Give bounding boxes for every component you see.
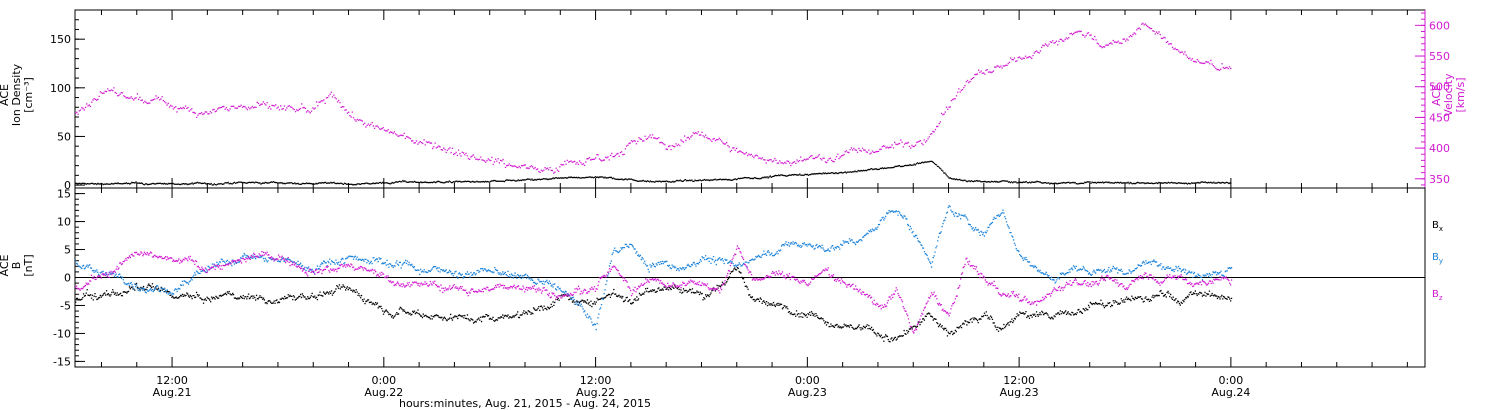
axis-label-line: ACE (1430, 84, 1443, 106)
axis-label-line: [nT] (22, 254, 35, 276)
date-tick-label: Aug.24 (1211, 386, 1250, 399)
b-field-tick-label: 0 (64, 272, 71, 285)
velocity-axis: 350 400 450 500 550 600 (1415, 10, 1450, 188)
legend-subscript: z (1439, 294, 1443, 302)
density-velocity-data (75, 22, 1232, 186)
time-tick-label: 0:00 (1219, 374, 1244, 387)
axis-label-line: B (10, 262, 23, 270)
b-field-tick-label: -10 (53, 327, 71, 340)
b-field-tick-label: -15 (53, 355, 71, 368)
axis-label-line: [cm⁻³] (22, 77, 35, 113)
density-series (75, 160, 1232, 186)
date-tick-label: Aug.22 (364, 386, 403, 399)
time-tick-label: 0:00 (371, 374, 396, 387)
time-axis: 12:00Aug.210:00Aug.2212:00Aug.220:00Aug.… (100, 10, 1408, 399)
density-tick-label: 0 (64, 179, 71, 192)
velocity-tick-label: 600 (1429, 19, 1450, 32)
date-tick-label: Aug.23 (788, 386, 827, 399)
By-series (75, 205, 1233, 331)
density-series-points (75, 160, 1232, 186)
velocity-series (75, 22, 1232, 174)
b-field-tick-label: 10 (57, 216, 71, 229)
legend-label: B (1432, 289, 1439, 300)
velocity-tick-label: 350 (1429, 173, 1450, 186)
time-axis-title: hours:minutes, Aug. 21, 2015 - Aug. 24, … (399, 397, 651, 410)
velocity-tick-label: 550 (1429, 50, 1450, 63)
top-panel-frame (74, 9, 1426, 189)
b-field-axis-label: ACEB[nT] (0, 254, 35, 276)
density-tick-label: 50 (57, 130, 71, 143)
date-tick-label: Aug.22 (576, 386, 615, 399)
b-field-tick-label: 5 (64, 244, 71, 257)
density-tick-label: 150 (50, 33, 71, 46)
b-field-tick-label: -5 (60, 299, 71, 312)
velocity-series-points (75, 22, 1232, 174)
b-field-tick-label: 15 (57, 188, 71, 201)
velocity-axis-label: ACEVelocity[km/s] (1430, 73, 1467, 117)
Bz-series (75, 245, 1233, 334)
b-field-axis: -15 -10 -5 0 5 10 15 (53, 187, 1425, 368)
axis-label-line: [km/s] (1454, 77, 1467, 112)
time-tick-label: 12:00 (156, 374, 188, 387)
axis-label-line: Ion Density (10, 63, 23, 126)
axis-label-line: ACE (0, 84, 11, 106)
legend-label: B (1432, 220, 1439, 231)
time-tick-label: 0:00 (795, 374, 820, 387)
velocity-tick-label: 500 (1429, 81, 1450, 94)
legend-subscript: y (1439, 257, 1443, 265)
By-series-points (75, 205, 1233, 331)
date-tick-label: Aug.21 (153, 386, 192, 399)
time-tick-label: 12:00 (1003, 374, 1035, 387)
density-axis-label: ACEIon Density[cm⁻³] (0, 63, 35, 126)
legend-subscript: x (1439, 225, 1443, 233)
time-tick-label: 12:00 (580, 374, 612, 387)
density-tick-label: 100 (50, 82, 71, 95)
b-field-data (75, 205, 1233, 343)
velocity-tick-label: 400 (1429, 142, 1450, 155)
Bz-series-points (75, 245, 1233, 334)
axis-label-line: ACE (0, 254, 11, 276)
legend-bx: Bx (1432, 220, 1443, 233)
density-axis: 0 50 100 150 (50, 19, 85, 192)
date-tick-label: Aug.23 (1000, 386, 1039, 399)
legend-by: By (1432, 252, 1443, 265)
velocity-tick-label: 450 (1429, 111, 1450, 124)
legend-bz: Bz (1432, 289, 1443, 302)
legend-label: B (1432, 252, 1439, 263)
axis-label-line: Velocity (1442, 73, 1455, 117)
